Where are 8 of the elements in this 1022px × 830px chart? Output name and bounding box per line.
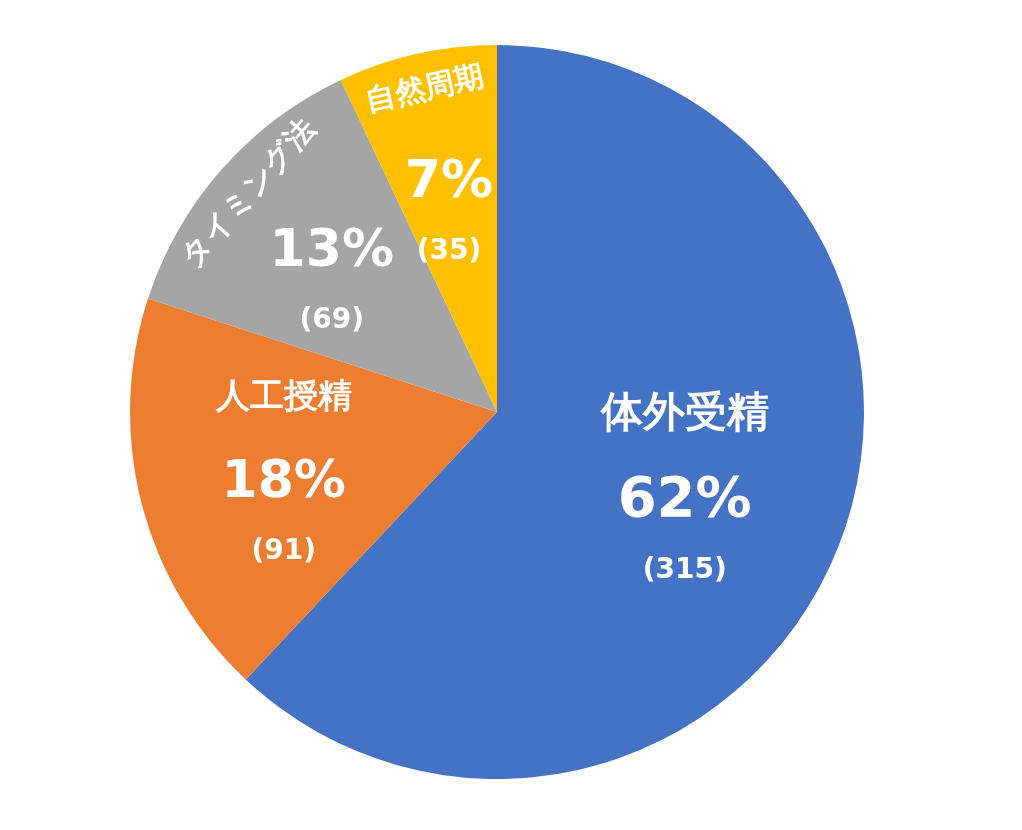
slice-label: 自然周期	[362, 57, 487, 118]
pie-slice	[130, 298, 497, 680]
data-label: 13% (69)	[269, 218, 395, 336]
data-label: 18% (91)	[221, 448, 346, 566]
data-label: 7% (35)	[404, 149, 494, 267]
slice-label: 体外受精	[598, 387, 769, 437]
data-label: 62% (315)	[617, 464, 752, 586]
slice-label: 人工授精	[214, 374, 352, 415]
